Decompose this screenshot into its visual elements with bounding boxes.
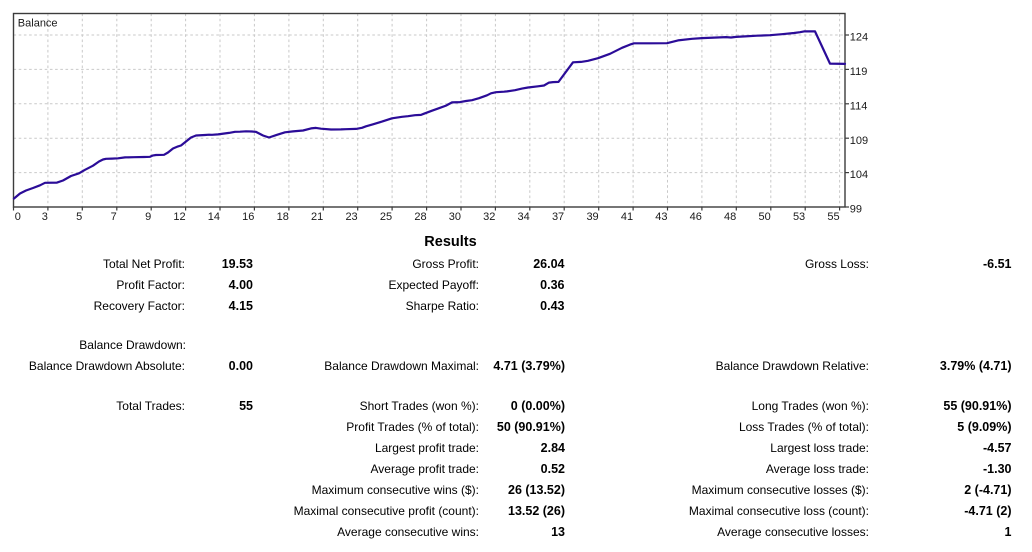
svg-text:43: 43 — [655, 211, 667, 223]
svg-text:55: 55 — [827, 211, 839, 223]
svg-text:99: 99 — [850, 204, 862, 216]
svg-text:48: 48 — [724, 211, 736, 223]
svg-text:7: 7 — [111, 211, 117, 223]
svg-text:9: 9 — [145, 211, 151, 223]
svg-text:114: 114 — [850, 100, 868, 112]
svg-text:53: 53 — [793, 211, 805, 223]
svg-text:28: 28 — [414, 211, 426, 223]
svg-text:25: 25 — [380, 211, 392, 223]
svg-text:18: 18 — [277, 211, 289, 223]
svg-text:37: 37 — [552, 211, 564, 223]
svg-text:Balance: Balance — [18, 18, 58, 30]
svg-text:104: 104 — [850, 169, 868, 181]
svg-text:119: 119 — [850, 66, 868, 78]
svg-text:124: 124 — [850, 32, 868, 44]
svg-text:14: 14 — [208, 211, 220, 223]
svg-text:0: 0 — [15, 211, 21, 223]
svg-text:12: 12 — [173, 211, 185, 223]
svg-text:39: 39 — [586, 211, 598, 223]
svg-text:46: 46 — [690, 211, 702, 223]
svg-text:16: 16 — [242, 211, 254, 223]
svg-text:3: 3 — [42, 211, 48, 223]
svg-text:32: 32 — [483, 211, 495, 223]
svg-text:109: 109 — [850, 135, 868, 147]
svg-text:41: 41 — [621, 211, 633, 223]
svg-text:30: 30 — [449, 211, 461, 223]
svg-text:5: 5 — [76, 211, 82, 223]
svg-text:34: 34 — [518, 211, 530, 223]
svg-text:50: 50 — [759, 211, 771, 223]
svg-text:21: 21 — [311, 211, 323, 223]
svg-text:23: 23 — [345, 211, 357, 223]
